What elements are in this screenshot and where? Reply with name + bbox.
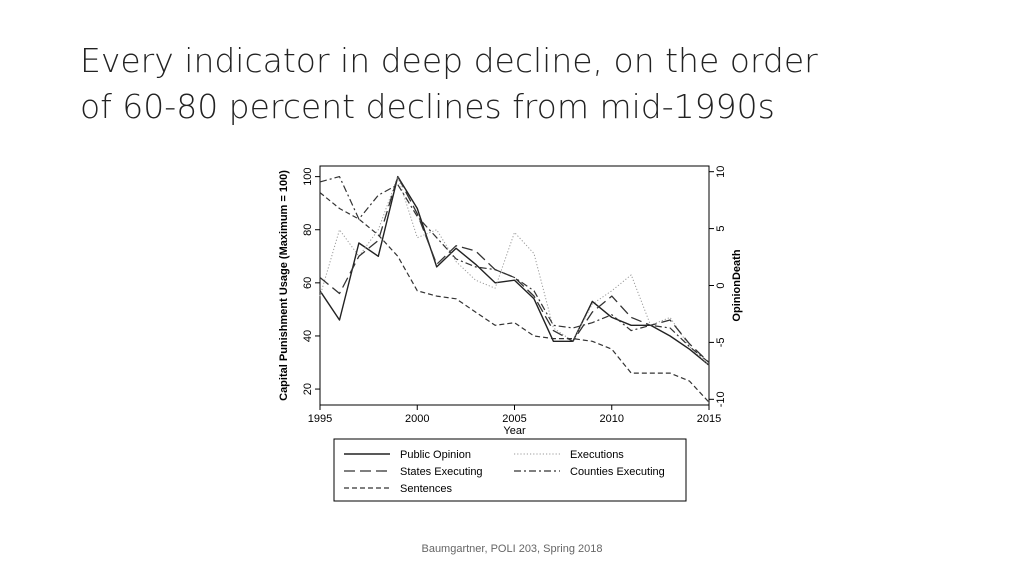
legend-label: Public Opinion: [400, 449, 471, 461]
y2-tick-label: 5: [715, 226, 727, 232]
x-tick-label: 2000: [405, 413, 429, 425]
series-line-public-opinion: [319, 175, 710, 366]
plot-area: [319, 165, 710, 406]
legend-box: [333, 438, 687, 502]
series-line-executions: [319, 176, 710, 366]
y2-tick-label: -5: [715, 338, 727, 348]
legend-label: Executions: [570, 449, 624, 461]
slide-title-line-1: Every indicator in deep decline, on the …: [80, 41, 818, 80]
y-tick-label: 80: [302, 224, 314, 236]
y2-tick-label: -10: [715, 391, 727, 407]
series-line-states-executing: [319, 175, 710, 363]
y2-tick-label: 0: [715, 282, 727, 288]
line-chart: 1995 2000 2005 2010 2015Year20406080100Capit…: [278, 165, 743, 502]
y-tick-label: 40: [302, 330, 314, 342]
series-line-sentences: [319, 192, 710, 403]
y-tick-label: 100: [302, 167, 314, 185]
x-tick-label: 2015: [697, 413, 721, 425]
y2-tick-label: 10: [715, 166, 727, 178]
y2-axis-label: OpinionDeath: [731, 249, 743, 321]
series-line-counties-executing: [319, 176, 710, 363]
legend-label: States Executing: [400, 466, 483, 478]
y-axis-label: Capital Punishment Usage (Maximum = 100): [278, 170, 290, 401]
y-tick-label: 20: [302, 383, 314, 395]
x-tick-label: 1995: [308, 413, 332, 425]
x-tick-label: 2005: [502, 413, 526, 425]
x-tick-label: 2010: [600, 413, 624, 425]
x-axis-label: Year: [503, 425, 526, 437]
legend-label: Counties Executing: [570, 466, 665, 478]
slide-footer: Baumgartner, POLI 203, Spring 2018: [421, 543, 603, 555]
legend-label: Sentences: [400, 483, 452, 495]
y-tick-label: 60: [302, 277, 314, 289]
slide-title-line-2: of 60-80 percent declines from mid-1990s: [80, 87, 775, 126]
slide-title: Every indicator in deep decline, on the …: [80, 38, 980, 130]
